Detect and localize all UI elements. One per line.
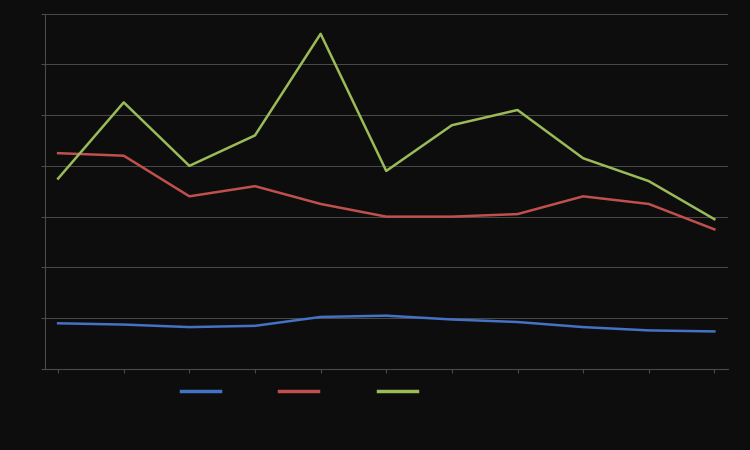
Legend: , , : , , [176,380,434,405]
